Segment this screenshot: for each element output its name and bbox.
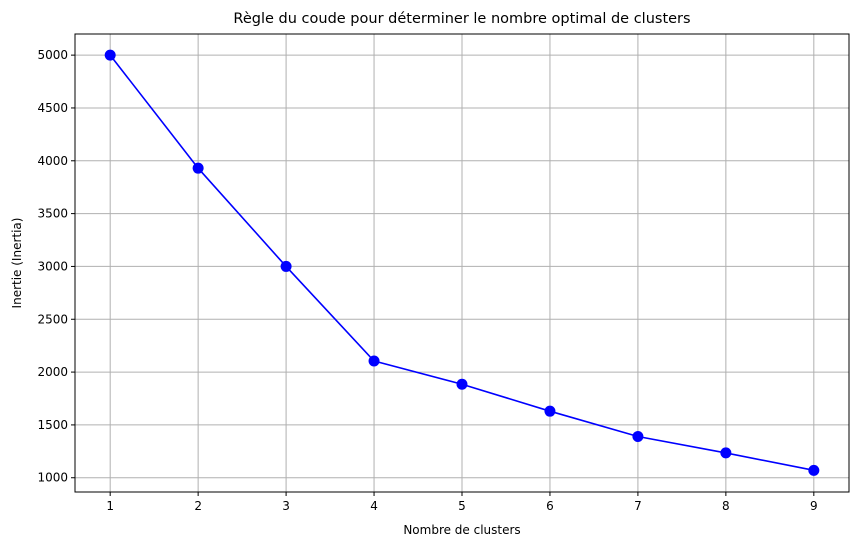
x-tick-label: 1 <box>106 499 114 513</box>
data-point <box>104 49 116 61</box>
x-tick-label: 4 <box>370 499 378 513</box>
grid <box>75 34 849 492</box>
chart-title: Règle du coude pour déterminer le nombre… <box>233 11 690 27</box>
y-tick-label: 2000 <box>37 365 68 379</box>
y-tick-label: 1500 <box>37 418 68 432</box>
y-tick-label: 4000 <box>37 154 68 168</box>
x-tick-label: 5 <box>458 499 466 513</box>
y-tick-label: 4500 <box>37 101 68 115</box>
x-tick-label: 8 <box>722 499 730 513</box>
x-tick-label: 2 <box>194 499 202 513</box>
data-point <box>192 162 204 174</box>
y-tick-label: 5000 <box>37 48 68 62</box>
y-axis-label: Inertie (Inertia) <box>10 218 24 309</box>
x-tick-label: 6 <box>546 499 554 513</box>
x-tick-label: 7 <box>634 499 642 513</box>
x-tick-label: 9 <box>810 499 818 513</box>
data-point <box>544 405 556 417</box>
data-point <box>720 447 732 459</box>
y-tick-label: 2500 <box>37 312 68 326</box>
data-point <box>456 378 468 390</box>
y-tick-label: 1000 <box>37 471 68 485</box>
data-series <box>104 49 820 476</box>
y-tick-label: 3500 <box>37 207 68 221</box>
x-axis-label: Nombre de clusters <box>403 523 520 537</box>
y-tick-label: 3000 <box>37 259 68 273</box>
axis-ticks: 1 2 3 4 5 6 7 8 9 1000 1500 2000 2500 3000 3500 4000 450… <box>37 48 817 513</box>
data-point <box>368 355 380 367</box>
x-tick-label: 3 <box>282 499 290 513</box>
data-point <box>808 464 820 476</box>
data-point <box>280 260 292 272</box>
data-point <box>632 431 644 443</box>
